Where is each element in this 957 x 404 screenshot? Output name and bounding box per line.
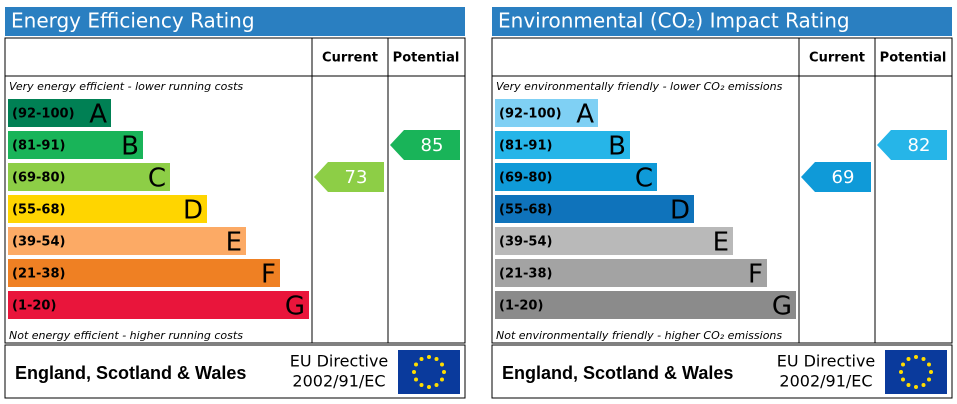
band (495, 163, 657, 191)
eu-star (921, 382, 926, 387)
band-letter: B (608, 132, 626, 162)
footer-region: England, Scotland & Wales (502, 363, 733, 383)
title-bar (492, 7, 952, 36)
band-letter: C (635, 164, 653, 194)
eu-star (414, 377, 419, 382)
potential-arrow (390, 130, 460, 160)
band-range: (39-54) (12, 235, 65, 250)
column-header: Potential (393, 51, 460, 66)
eu-star (906, 357, 911, 362)
eu-star (439, 377, 444, 382)
band (8, 163, 170, 191)
band (8, 227, 246, 255)
bottom-note: Not environmentally friendly - higher CO… (496, 329, 782, 342)
eu-star (926, 377, 931, 382)
band-letter: C (148, 164, 166, 194)
eu-star (419, 357, 424, 362)
band-letter: G (285, 292, 305, 322)
band-range: (69-80) (499, 171, 552, 186)
eu-star (901, 362, 906, 367)
band-range: (92-100) (12, 107, 75, 122)
current-arrow (801, 162, 871, 192)
band (8, 195, 207, 223)
column-header: Potential (880, 51, 947, 66)
title-bar (5, 7, 465, 36)
top-note: Very energy efficient - lower running co… (9, 80, 243, 93)
band-range: (1-20) (12, 299, 56, 314)
band (495, 291, 796, 319)
band-range: (81-91) (12, 139, 65, 154)
band (495, 131, 630, 159)
column-header: Current (322, 51, 378, 66)
eu-star (434, 382, 439, 387)
column-header: Current (809, 51, 865, 66)
top-note: Very environmentally friendly - lower CO… (496, 80, 783, 93)
band (8, 131, 143, 159)
band (495, 227, 733, 255)
band-letter: B (121, 132, 139, 162)
band-letter: E (226, 228, 242, 258)
potential-value: 85 (421, 135, 444, 156)
band (8, 291, 309, 319)
eu-star (921, 357, 926, 362)
eu-star (899, 370, 903, 374)
current-value: 73 (345, 167, 368, 188)
band (495, 99, 598, 127)
footer-frame (491, 344, 953, 399)
band (8, 99, 111, 127)
band-letter: F (261, 260, 276, 290)
band-range: (55-68) (499, 203, 552, 218)
band-range: (1-20) (499, 299, 543, 314)
footer-code: 2002/91/EC (779, 372, 872, 391)
footer-frame (4, 344, 466, 399)
footer-directive: EU Directive (777, 352, 876, 371)
eu-star (427, 355, 431, 359)
band-letter: G (772, 292, 792, 322)
eu-star (412, 370, 416, 374)
band (495, 259, 767, 287)
eu-star (419, 382, 424, 387)
eu-star (929, 370, 933, 374)
bottom-note: Not energy efficient - higher running co… (9, 329, 243, 342)
band-letter: A (576, 100, 594, 130)
potential-value: 82 (908, 135, 931, 156)
band-range: (21-38) (12, 267, 65, 282)
eu-star (442, 370, 446, 374)
eu-star (439, 362, 444, 367)
eu-star (901, 377, 906, 382)
eu-star (914, 355, 918, 359)
band-range: (39-54) (499, 235, 552, 250)
footer-code: 2002/91/EC (292, 372, 385, 391)
band-range: (55-68) (12, 203, 65, 218)
eu-star (427, 385, 431, 389)
band-letter: D (670, 196, 690, 226)
eu-star (414, 362, 419, 367)
band-letter: D (183, 196, 203, 226)
footer-region: England, Scotland & Wales (15, 363, 246, 383)
band-range: (21-38) (499, 267, 552, 282)
eu-star (926, 362, 931, 367)
panel-title: Energy Efficiency Rating (11, 9, 255, 33)
footer-directive: EU Directive (290, 352, 389, 371)
band-range: (92-100) (499, 107, 562, 122)
panel-title: Environmental (CO₂) Impact Rating (498, 9, 850, 33)
current-value: 69 (832, 167, 855, 188)
band-letter: F (748, 260, 763, 290)
band-letter: E (713, 228, 729, 258)
band (8, 259, 280, 287)
eu-star (434, 357, 439, 362)
band-range: (81-91) (499, 139, 552, 154)
band (495, 195, 694, 223)
band-range: (69-80) (12, 171, 65, 186)
current-arrow (314, 162, 384, 192)
eu-star (914, 385, 918, 389)
eu-star (906, 382, 911, 387)
band-letter: A (89, 100, 107, 130)
potential-arrow (877, 130, 947, 160)
